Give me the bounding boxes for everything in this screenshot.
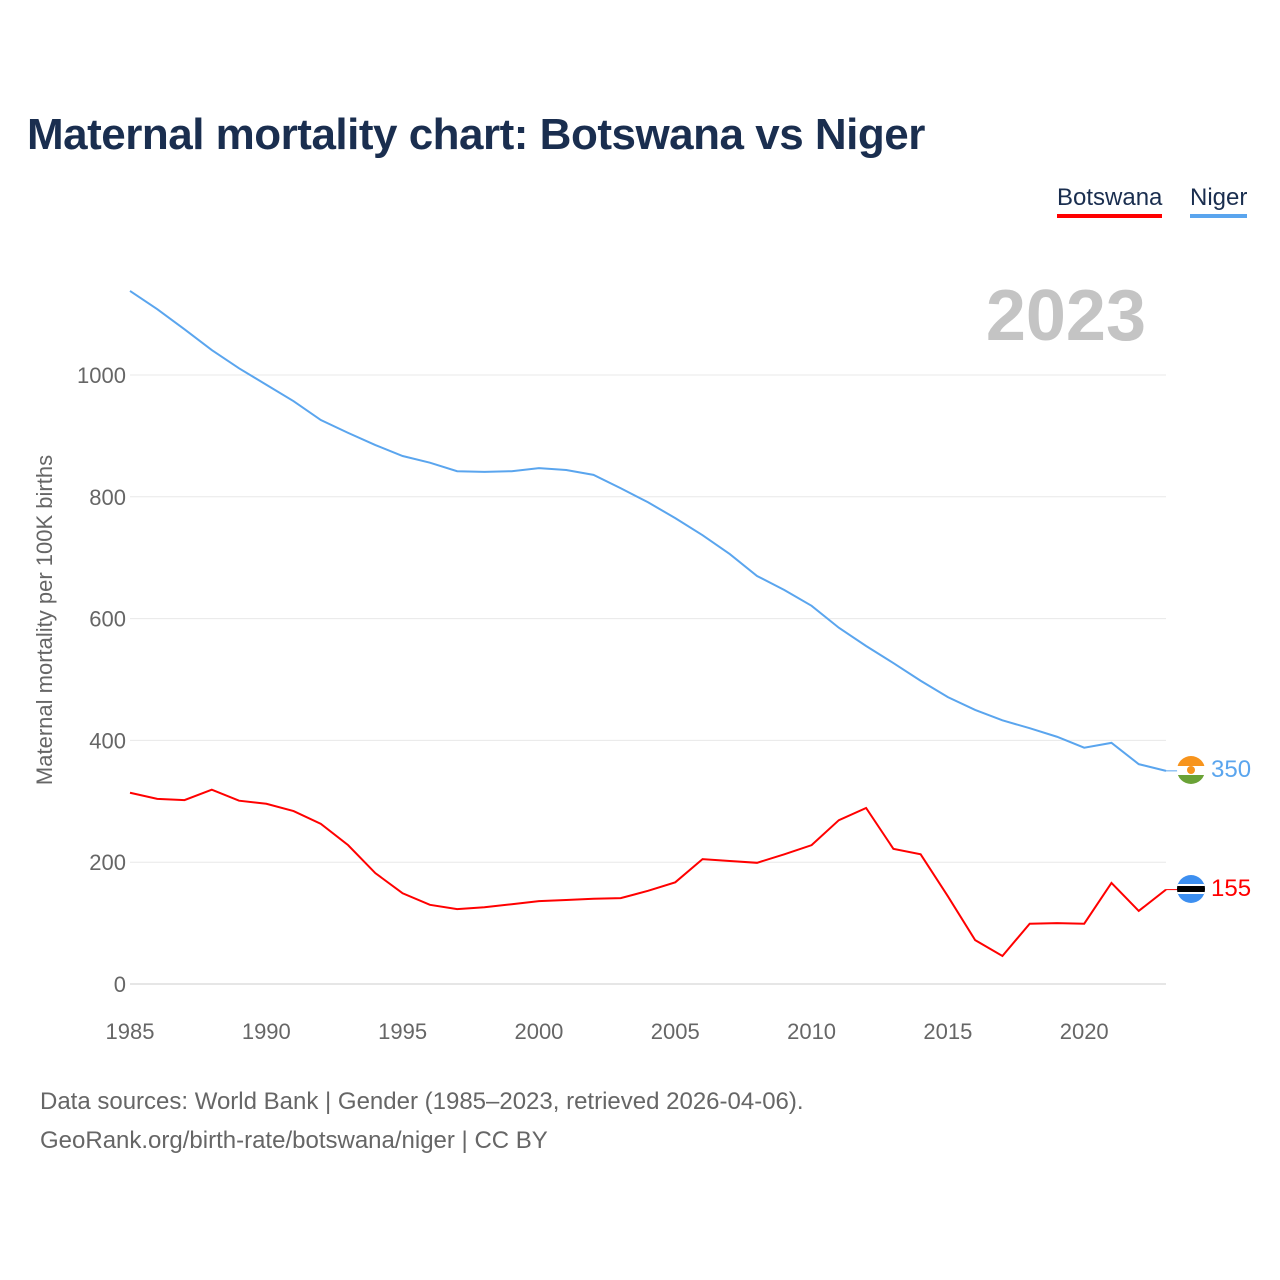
x-tick-label: 2005	[651, 1019, 700, 1044]
y-tick-label: 800	[89, 485, 126, 510]
x-tick-label: 2010	[787, 1019, 836, 1044]
x-tick-label: 2000	[514, 1019, 563, 1044]
x-tick-label: 1995	[378, 1019, 427, 1044]
legend-botswana[interactable]: Botswana	[1057, 184, 1163, 218]
y-axis-label: Maternal mortality per 100K births	[32, 455, 57, 785]
source-link[interactable]: GeoRank.org/birth-rate/botswana/niger | …	[40, 1127, 548, 1154]
botswana-flag-icon	[1177, 875, 1205, 903]
y-tick-label: 400	[89, 728, 126, 753]
year-label: 2023	[986, 276, 1146, 356]
series-line-niger	[129, 290, 1167, 772]
source-text: Data sources: World Bank | Gender (1985–…	[40, 1088, 804, 1115]
legend-niger[interactable]: Niger	[1190, 184, 1248, 218]
x-tick-label: 1985	[106, 1019, 155, 1044]
chart-title: Maternal mortality chart: Botswana vs Ni…	[27, 110, 925, 159]
series-line-botswana	[129, 788, 1167, 958]
x-tick-label: 2020	[1060, 1019, 1109, 1044]
y-tick-label: 1000	[77, 363, 126, 388]
niger-flag-icon	[1177, 756, 1205, 784]
niger-end-value: 350	[1211, 756, 1251, 783]
botswana-end-value: 155	[1211, 875, 1251, 902]
x-tick-label: 2015	[923, 1019, 972, 1044]
x-tick-label: 1990	[242, 1019, 291, 1044]
y-tick-label: 0	[114, 972, 126, 997]
y-tick-label: 200	[89, 850, 126, 875]
y-tick-label: 600	[89, 607, 126, 632]
